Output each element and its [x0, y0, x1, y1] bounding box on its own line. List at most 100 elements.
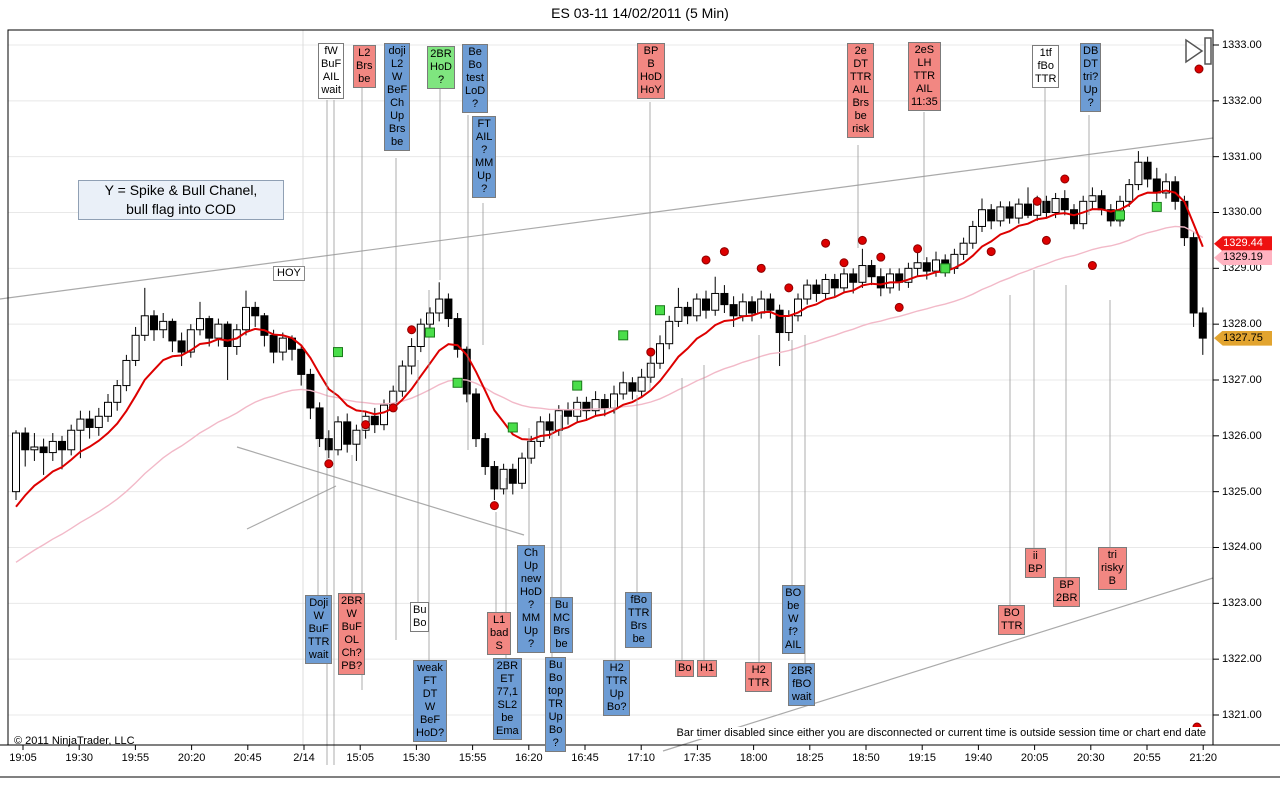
- time-axis-label[interactable]: 19:40: [964, 752, 993, 764]
- annotation-box[interactable]: 2BR fBO wait: [788, 663, 816, 706]
- time-axis-label[interactable]: 16:20: [515, 752, 543, 764]
- time-axis-label[interactable]: 17:10: [627, 752, 655, 764]
- candle-body: [628, 382, 637, 392]
- annotation-box[interactable]: Doji W BuF TTR wait: [305, 595, 333, 664]
- candle-body: [876, 276, 885, 289]
- candle-body: [113, 385, 122, 403]
- time-axis-label[interactable]: 20:45: [234, 752, 262, 764]
- trend-line[interactable]: [236, 446, 525, 536]
- time-axis-label[interactable]: 19:05: [9, 752, 37, 764]
- candle-body: [702, 298, 710, 311]
- red-dot-marker: [361, 420, 371, 430]
- annotation-box[interactable]: BP 2BR: [1053, 577, 1081, 607]
- price-axis-label[interactable]: 1322.00: [1222, 653, 1262, 666]
- price-axis-label[interactable]: 1325.00: [1222, 485, 1262, 498]
- annotation-box[interactable]: H2 TTR Up Bo?: [603, 660, 631, 716]
- annotation-box[interactable]: tri risky B: [1098, 547, 1127, 590]
- red-dot-marker: [701, 255, 711, 265]
- candle-body: [757, 298, 766, 314]
- trend-line[interactable]: [0, 137, 1214, 300]
- price-axis-label[interactable]: 1327.00: [1222, 373, 1262, 386]
- time-axis-label[interactable]: 2/14: [293, 752, 315, 764]
- annotation-box[interactable]: BO be W f? AIL: [782, 585, 805, 654]
- annotation-box[interactable]: fBo TTR Brs be: [625, 592, 653, 648]
- candle-body: [131, 334, 140, 361]
- annotation-box[interactable]: H2 TTR: [745, 662, 773, 692]
- annotation-box[interactable]: ii BP: [1025, 548, 1046, 578]
- annotation-box[interactable]: Bu MC Brs be: [550, 597, 574, 653]
- price-axis-label[interactable]: 1332.00: [1222, 94, 1262, 107]
- price-axis-label[interactable]: 1324.00: [1222, 541, 1262, 554]
- time-axis-label[interactable]: 20:05: [1020, 752, 1049, 764]
- candle-body: [12, 432, 20, 493]
- time-axis-label[interactable]: 20:20: [177, 752, 206, 764]
- play-icon[interactable]: [1185, 38, 1204, 64]
- annotation-box[interactable]: Ch Up new HoD ? MM Up ?: [517, 545, 546, 653]
- time-axis-label[interactable]: 18:50: [852, 752, 880, 764]
- candle-body: [472, 393, 480, 440]
- annotation-box[interactable]: BO TTR: [998, 605, 1026, 635]
- annotation-box[interactable]: H1: [697, 660, 718, 677]
- candle-body: [1198, 312, 1207, 339]
- candle-body: [94, 415, 103, 428]
- annotation-box[interactable]: FT AIL ? MM Up ?: [472, 116, 497, 198]
- trend-line[interactable]: [662, 577, 1214, 752]
- annotation-box[interactable]: L1 bad S: [487, 612, 512, 655]
- annotation-box[interactable]: Bu Bo top TR Up Bo ?: [545, 657, 567, 752]
- candle-body: [968, 225, 977, 244]
- time-axis-label[interactable]: 20:30: [1077, 752, 1105, 764]
- candle-body: [812, 284, 821, 294]
- price-axis-label[interactable]: 1331.00: [1222, 150, 1262, 163]
- annotation-box[interactable]: Bu Bo: [410, 602, 430, 632]
- time-axis-label[interactable]: 20:55: [1133, 752, 1161, 764]
- price-axis-label[interactable]: 1330.00: [1222, 206, 1262, 219]
- annotation-box[interactable]: 2eS LH TTR AIL 11:35: [908, 42, 941, 111]
- time-axis-label[interactable]: 15:55: [458, 752, 487, 764]
- candle-body: [426, 312, 434, 325]
- candle-body: [932, 259, 940, 272]
- time-axis-label[interactable]: 18:00: [739, 752, 768, 764]
- price-axis-label[interactable]: 1333.00: [1222, 39, 1262, 51]
- time-axis-label[interactable]: 17:35: [683, 752, 712, 764]
- time-axis-label[interactable]: 19:15: [908, 752, 936, 764]
- price-axis-label[interactable]: 1321.00: [1222, 708, 1262, 721]
- price-axis-label[interactable]: 1328.00: [1222, 318, 1262, 331]
- candle-body: [278, 337, 287, 353]
- green-square-marker: [333, 347, 343, 358]
- candle-body: [453, 318, 462, 350]
- last-indicator-tag: 1329.44: [1214, 236, 1272, 252]
- candle-body: [646, 362, 655, 378]
- time-axis-label[interactable]: 21:20: [1189, 752, 1217, 764]
- annotation-box[interactable]: DB DT tri? Up ?: [1080, 43, 1102, 112]
- time-axis-label[interactable]: 19:30: [65, 752, 93, 764]
- annotation-box[interactable]: 1tf fBo TTR: [1032, 45, 1060, 88]
- annotation-box[interactable]: Be Bo test LoD ?: [462, 44, 489, 113]
- annotation-box[interactable]: Bo: [675, 660, 695, 677]
- annotation-box[interactable]: BP B HoD HoY: [637, 43, 666, 99]
- annotation-box[interactable]: 2BR W BuF OL Ch? PB?: [338, 593, 366, 675]
- annotation-box[interactable]: fW BuF AIL wait: [318, 43, 345, 99]
- annotation-box[interactable]: weak FT DT W BeF HoD?: [413, 660, 448, 742]
- pause-bar-icon[interactable]: [1204, 37, 1212, 65]
- annotation-box[interactable]: 2BR ET 77,1 SL2 be Ema: [493, 658, 522, 740]
- annotation-box[interactable]: 2e DT TTR AIL Brs be risk: [847, 43, 875, 138]
- time-axis-label[interactable]: 16:45: [571, 752, 599, 764]
- time-axis-label[interactable]: 15:30: [402, 752, 431, 764]
- time-axis-label[interactable]: 19:55: [121, 752, 150, 764]
- annotation-box[interactable]: 2BR HoD ?: [427, 46, 456, 89]
- price-axis-label[interactable]: 1323.00: [1222, 597, 1262, 610]
- time-axis-label[interactable]: 15:05: [346, 752, 374, 764]
- time-axis-label[interactable]: 18:25: [796, 752, 824, 764]
- note-box[interactable]: Y = Spike & Bull Chanel, bull flag into …: [78, 180, 284, 220]
- annotation-box[interactable]: doji L2 W BeF Ch Up Brs be: [384, 43, 411, 151]
- price-axis-label[interactable]: 1326.00: [1222, 429, 1262, 442]
- candle-body: [849, 273, 858, 283]
- candle-body: [490, 466, 499, 490]
- candle-body: [886, 273, 894, 289]
- price-axis-label[interactable]: 1329.00: [1222, 262, 1262, 275]
- trend-line[interactable]: [246, 485, 337, 530]
- annotation-box[interactable]: L2 Brs be: [353, 45, 376, 88]
- red-dot-marker: [756, 263, 766, 273]
- hoy-label[interactable]: HOY: [273, 266, 305, 281]
